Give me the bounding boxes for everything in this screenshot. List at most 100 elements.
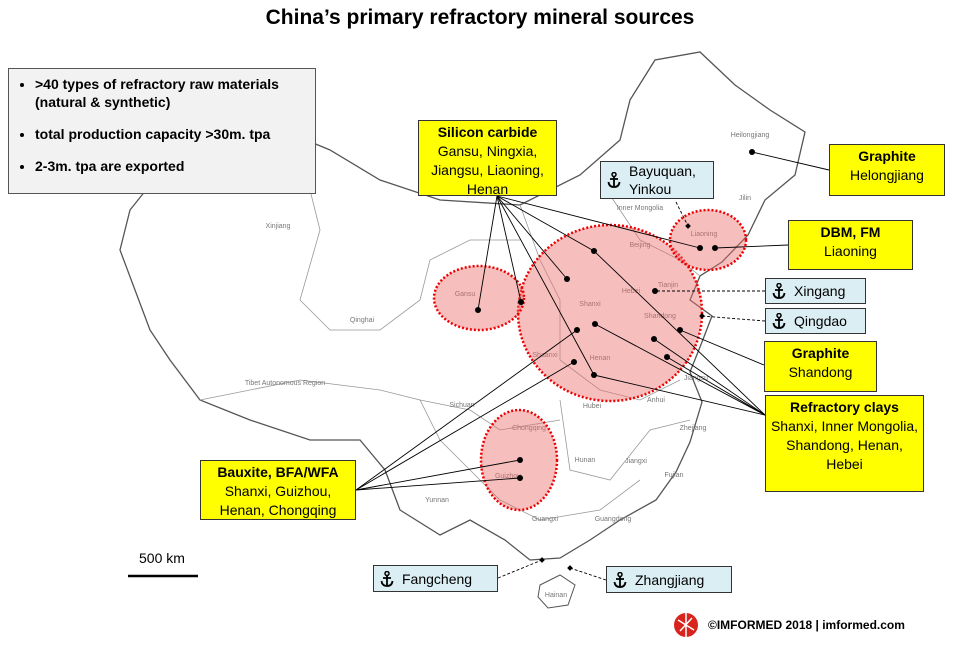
mineral-title: Bauxite, BFA/WFA [217,464,339,480]
mineral-title: Silicon carbide [437,124,538,140]
source-leader [593,374,766,416]
mineral-regions: Gansu, Ningxia, Jiangsu, Liaoning, Henan [431,143,544,197]
map-label: Tibet Autonomous Region [245,380,325,387]
source-dot [517,457,523,463]
map-label: Beijing [629,242,650,249]
port-box: Bayuquan, Yinkou [600,161,714,199]
anchor-icon [607,172,621,188]
footer: ©IMFORMED 2018 | imformed.com [708,618,905,632]
map-label: Shandong [644,313,676,320]
source-dot [517,475,523,481]
map-label: Sichuan [449,402,474,409]
mineral-box: Graphite Shandong [764,341,877,392]
source-dot [749,149,755,155]
map-label: Inner Mongolia [617,205,663,212]
source-leader [355,459,521,491]
mineral-box: DBM, FM Liaoning [788,220,913,270]
map-label: Qinghai [350,317,375,324]
port-leader [497,559,543,579]
source-dot [475,307,481,313]
port-name: Bayuquan, Yinkou [629,163,696,197]
map-label: Yunnan [425,497,449,504]
map-label: Hainan [545,592,567,599]
map-label: Jilin [739,195,751,202]
port-leader [675,201,689,227]
source-dot [591,248,597,254]
source-dot [651,336,657,342]
port-marker [567,565,573,571]
scale-label: 500 km [139,550,185,566]
port-leader [701,315,766,322]
source-leader [496,195,701,249]
mineral-regions: Shanxi, Inner Mongolia, Shandong, Henan,… [770,418,919,472]
map-label: Shanxi [579,301,601,308]
mineral-box: Bauxite, BFA/WFA Shanxi, Guizhou, Henan, … [200,460,356,520]
gansu-region [432,264,526,332]
map-label: Guizhou [495,473,521,480]
map-label: Heilongjiang [731,132,770,139]
port-marker [685,223,691,229]
port-leader [569,567,607,581]
source-leader [496,195,568,280]
province-lines [199,149,701,521]
source-dot [592,321,598,327]
logo [674,613,698,637]
hainan-outline [537,574,576,609]
map-label: Fujian [664,472,683,479]
title: China’s primary refractory mineral sourc… [265,6,695,29]
mineral-title: DBM, FM [820,224,881,240]
mineral-regions: Helongjiang [850,167,924,183]
map-label: Tianjin [658,282,678,289]
source-leader [653,338,766,416]
port-marker [539,557,545,563]
port-name: Fangcheng [402,570,473,587]
source-dot [518,299,524,305]
port-box: Fangcheng [373,565,498,592]
map-label: Jiangxi [625,458,647,465]
mineral-title: Refractory clays [790,399,899,415]
source-dot [664,354,670,360]
source-dot [571,359,577,365]
source-leader [496,195,595,252]
source-leader [679,329,765,366]
map-label: Guangxi [532,516,559,523]
source-leader [355,361,575,491]
map-label: Gansu [455,291,476,298]
source-leader [594,323,766,416]
source-leader [496,195,595,376]
source-dot [697,245,703,251]
port-marker [699,313,705,319]
map-label: Guangdong [595,516,632,523]
source-leader [751,151,830,171]
bullet: total production capacity >30m. tpa [35,125,307,143]
map-label: Shaanxi [532,352,558,359]
port-name: Xingang [794,283,846,299]
source-dot [677,327,683,333]
map-label: Zhejiang [680,425,707,432]
anchor-icon [613,571,627,588]
source-leader [496,195,522,303]
source-leader [714,244,789,249]
anchor-icon [380,570,394,587]
mineral-box: Refractory clays Shanxi, Inner Mongolia, … [765,395,924,492]
map-label: Xinjiang [266,223,291,230]
source-leader [355,477,521,491]
map-label: Henan [590,355,611,362]
port-box: Qingdao [765,308,866,334]
liaoning-region [668,208,748,272]
port-box: Xingang [765,278,866,304]
source-dot [652,288,658,294]
mineral-title: Graphite [791,345,850,361]
info-box: >40 types of refractory raw materials (n… [8,68,316,194]
source-leader [593,250,766,416]
map-label: Hunan [575,457,596,464]
source-leader [666,356,766,416]
source-dot [591,372,597,378]
anchor-icon [772,313,786,329]
port-name: Zhangjiang [635,571,705,588]
map-label: Hebei [622,288,641,295]
mineral-regions: Liaoning [824,243,877,259]
port-box: Zhangjiang [606,566,732,593]
source-dot [712,245,718,251]
